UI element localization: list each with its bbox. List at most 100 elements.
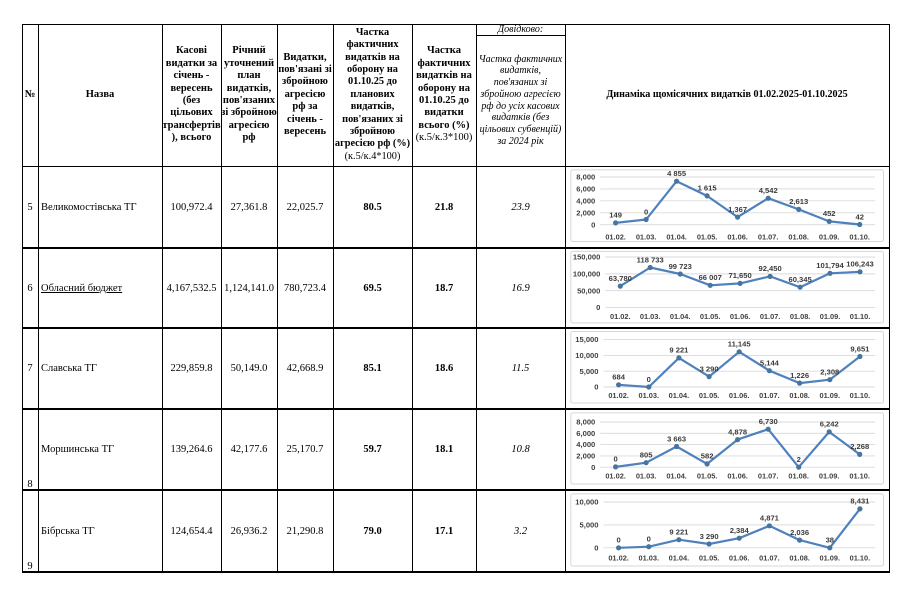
svg-text:38: 38: [826, 536, 834, 545]
svg-text:4,000: 4,000: [576, 196, 595, 205]
svg-text:50,000: 50,000: [577, 286, 600, 295]
svg-text:10,000: 10,000: [575, 498, 598, 507]
svg-text:01.06.: 01.06.: [727, 233, 748, 242]
svg-text:01.05.: 01.05.: [697, 472, 718, 481]
svg-text:01.09.: 01.09.: [820, 312, 841, 321]
svg-text:01.02.: 01.02.: [605, 472, 626, 481]
svg-text:5,000: 5,000: [579, 521, 598, 530]
svg-text:149: 149: [609, 211, 622, 220]
svg-text:01.02.: 01.02.: [610, 312, 631, 321]
svg-text:01.03.: 01.03.: [636, 472, 657, 481]
svg-text:1,367: 1,367: [728, 205, 747, 214]
svg-text:452: 452: [823, 209, 836, 218]
svg-text:15,000: 15,000: [575, 335, 598, 344]
svg-text:5,000: 5,000: [579, 367, 598, 376]
svg-text:10,000: 10,000: [575, 351, 598, 360]
svg-text:805: 805: [640, 451, 653, 460]
svg-text:582: 582: [701, 452, 714, 461]
svg-text:118 733: 118 733: [637, 255, 664, 264]
svg-text:9,651: 9,651: [850, 344, 870, 353]
svg-text:01.10.: 01.10.: [849, 472, 870, 481]
svg-text:01.03.: 01.03.: [639, 391, 660, 400]
svg-text:01.05.: 01.05.: [700, 312, 721, 321]
svg-text:01.07.: 01.07.: [759, 391, 780, 400]
svg-text:01.07.: 01.07.: [759, 553, 780, 562]
svg-text:01.03.: 01.03.: [639, 553, 660, 562]
svg-text:2,268: 2,268: [850, 442, 869, 451]
svg-text:9 221: 9 221: [669, 346, 689, 355]
svg-text:0: 0: [613, 455, 617, 464]
svg-text:01.03.: 01.03.: [636, 233, 657, 242]
svg-text:01.08.: 01.08.: [788, 472, 809, 481]
svg-text:4,000: 4,000: [576, 440, 595, 449]
svg-text:8,000: 8,000: [576, 418, 595, 427]
svg-text:01.10.: 01.10.: [850, 391, 871, 400]
svg-text:01.04.: 01.04.: [669, 553, 690, 562]
svg-text:60,345: 60,345: [788, 275, 812, 284]
svg-text:2,613: 2,613: [789, 197, 808, 206]
svg-text:0: 0: [647, 375, 651, 384]
svg-text:01.07.: 01.07.: [760, 312, 781, 321]
svg-text:0: 0: [596, 303, 600, 312]
svg-text:01.06.: 01.06.: [727, 472, 748, 481]
svg-text:01.09.: 01.09.: [819, 472, 840, 481]
svg-text:101,794: 101,794: [816, 261, 844, 270]
svg-text:01.04.: 01.04.: [670, 312, 691, 321]
svg-text:01.06.: 01.06.: [729, 391, 750, 400]
svg-text:4,542: 4,542: [759, 186, 778, 195]
svg-text:01.06.: 01.06.: [730, 312, 751, 321]
svg-text:01.06.: 01.06.: [729, 553, 750, 562]
svg-text:0: 0: [644, 207, 648, 216]
svg-text:2,036: 2,036: [790, 528, 809, 537]
svg-text:01.04.: 01.04.: [666, 233, 687, 242]
svg-text:01.04.: 01.04.: [666, 472, 687, 481]
svg-text:3 290: 3 290: [700, 364, 719, 373]
svg-text:01.10.: 01.10.: [850, 553, 871, 562]
svg-text:2,384: 2,384: [730, 526, 750, 535]
svg-text:4,878: 4,878: [728, 427, 747, 436]
svg-text:106,243: 106,243: [846, 260, 873, 269]
svg-text:0: 0: [594, 543, 598, 552]
svg-text:63,780: 63,780: [609, 274, 632, 283]
svg-text:6,730: 6,730: [759, 417, 778, 426]
svg-text:01.04.: 01.04.: [669, 391, 690, 400]
svg-text:42: 42: [855, 212, 863, 221]
svg-text:66 007: 66 007: [699, 273, 722, 282]
svg-text:2: 2: [797, 455, 801, 464]
svg-text:01.10.: 01.10.: [849, 233, 870, 242]
svg-text:0: 0: [594, 383, 598, 392]
svg-text:6,242: 6,242: [820, 420, 839, 429]
svg-text:2,308: 2,308: [820, 368, 839, 377]
svg-text:01.08.: 01.08.: [789, 391, 810, 400]
svg-text:0: 0: [647, 535, 651, 544]
svg-text:01.05.: 01.05.: [699, 553, 720, 562]
svg-text:01.08.: 01.08.: [789, 553, 810, 562]
svg-text:01.05.: 01.05.: [699, 391, 720, 400]
svg-text:01.02.: 01.02.: [608, 391, 629, 400]
svg-text:01.07.: 01.07.: [758, 233, 779, 242]
svg-text:01.09.: 01.09.: [820, 553, 841, 562]
svg-text:4 855: 4 855: [667, 169, 687, 178]
svg-text:2,000: 2,000: [576, 208, 595, 217]
svg-text:8,431: 8,431: [850, 497, 870, 506]
svg-text:11,145: 11,145: [728, 340, 752, 349]
svg-text:92,450: 92,450: [758, 264, 781, 273]
svg-text:4,871: 4,871: [760, 514, 780, 523]
svg-text:0: 0: [591, 463, 595, 472]
svg-text:5,144: 5,144: [760, 359, 780, 368]
svg-text:01.02.: 01.02.: [608, 553, 629, 562]
svg-text:100,000: 100,000: [573, 269, 600, 278]
svg-text:0: 0: [591, 220, 595, 229]
svg-text:6,000: 6,000: [576, 429, 595, 438]
svg-text:1 615: 1 615: [698, 184, 718, 193]
svg-text:01.05.: 01.05.: [697, 233, 718, 242]
svg-text:01.08.: 01.08.: [790, 312, 811, 321]
svg-text:8,000: 8,000: [576, 173, 595, 182]
svg-text:01.03.: 01.03.: [640, 312, 661, 321]
svg-text:150,000: 150,000: [573, 253, 600, 262]
svg-text:71,650: 71,650: [728, 271, 751, 280]
svg-text:6,000: 6,000: [576, 185, 595, 194]
svg-text:01.10.: 01.10.: [850, 312, 871, 321]
svg-text:1,226: 1,226: [790, 371, 809, 380]
svg-text:684: 684: [612, 373, 625, 382]
